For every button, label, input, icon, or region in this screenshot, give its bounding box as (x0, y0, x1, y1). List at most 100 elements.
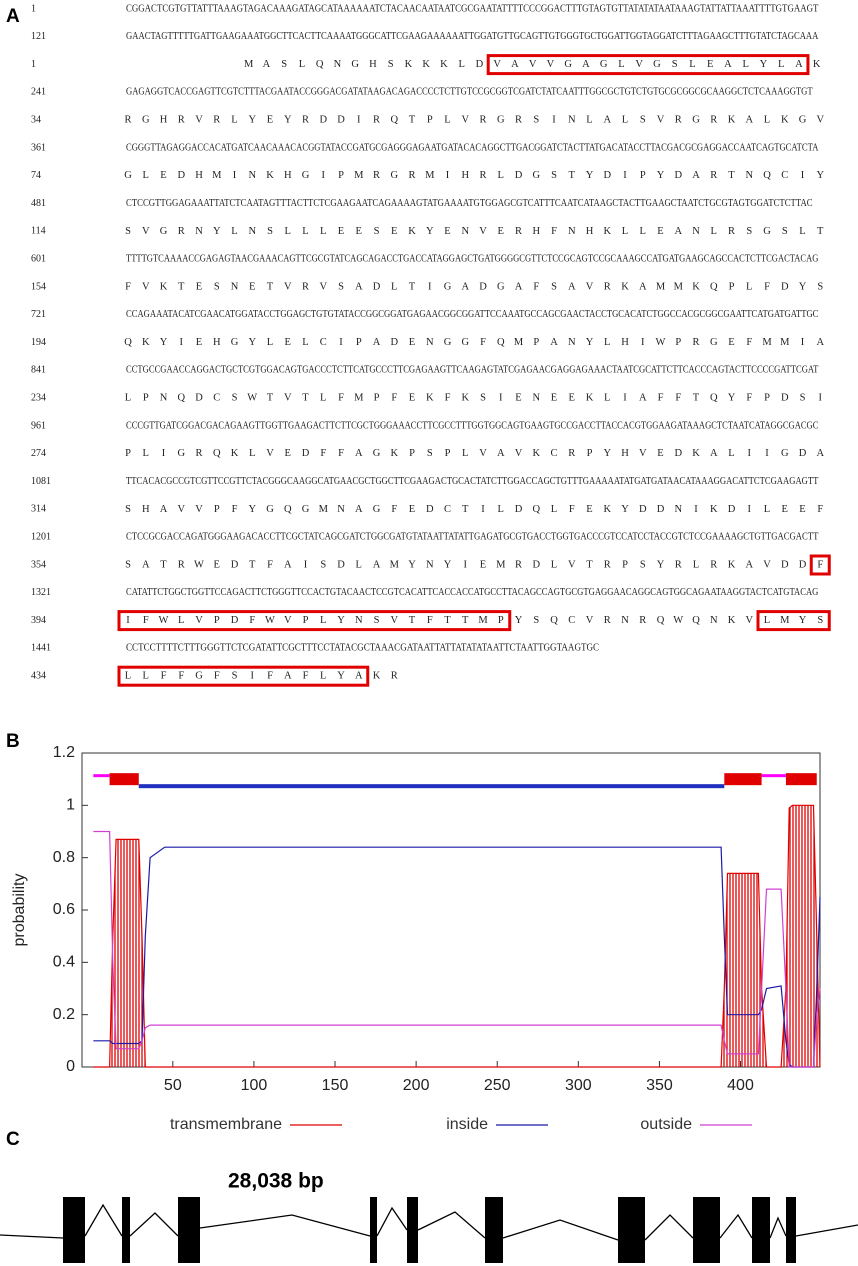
amino-acid-sequence: Y S Q C V R N R Q W Q N K V (515, 615, 754, 626)
line-number: 34 (31, 114, 41, 125)
topology-bar (109, 773, 139, 786)
line-number: 1081 (31, 476, 51, 487)
exon (485, 1197, 503, 1263)
amino-acid-sequence: K (813, 59, 821, 70)
amino-acid-sequence: Q K Y I E H G Y L E L C I P A D E N G G … (124, 337, 824, 348)
topology-bar (93, 774, 110, 778)
y-tick-label: 0.2 (53, 1006, 75, 1023)
line-number: 1 (31, 59, 36, 70)
nucleotide-sequence: CTCCGTTGGAGAAATTATCTCAATAGTTTACTTCTCGAAG… (126, 198, 813, 209)
legend-label: outside (640, 1116, 692, 1133)
intron-line (129, 1212, 179, 1237)
nucleotide-sequence: CCAGAAATACATCGAACATGGATACCTGGAGCTGTGTATA… (126, 309, 819, 320)
line-number: 241 (31, 87, 46, 98)
transmembrane-area (93, 805, 820, 1067)
exon (786, 1197, 796, 1263)
nucleotide-sequence: CCCGTTGATCGGACGACAGAAGTTGGTTGAAGACTTCTTC… (126, 420, 819, 431)
nucleotide-sequence: TTCACACGCCGTCGTTCCGTTCTACGGGCAAGGCATGAAC… (126, 476, 818, 487)
line-number: 434 (31, 670, 46, 681)
line-number: 114 (31, 226, 46, 237)
line-number: 154 (31, 281, 46, 292)
probability-line (93, 830, 821, 1068)
probability-line (93, 804, 821, 1068)
highlight-box (756, 610, 831, 632)
line-number: 194 (31, 337, 46, 348)
amino-acid-sequence: M A S L Q N G H S K K K L D (244, 59, 484, 70)
line-number: 961 (31, 420, 46, 431)
x-tick-label: 100 (241, 1077, 268, 1094)
line-number: 841 (31, 365, 46, 376)
amino-acid-sequence: K R (373, 671, 398, 682)
gene-structure (0, 1203, 858, 1241)
panel-label: C (6, 1129, 20, 1150)
exon (178, 1197, 200, 1263)
exon (693, 1197, 720, 1263)
amino-acid-sequence: I F W L V P D F W V P L Y N S V T F T T … (126, 615, 504, 626)
nucleotide-sequence: CGGACTCGTGTTATTTAAAGTAGACAAAGATAGCATAAAA… (126, 3, 818, 14)
line-number: 314 (31, 504, 46, 515)
topology-bar (761, 774, 786, 778)
x-tick-label: 400 (727, 1077, 754, 1094)
line-number: 234 (31, 392, 46, 403)
y-tick-label: 0.4 (53, 954, 75, 971)
nucleotide-sequence: GAACTAGTTTTTGATTGAAGAAATGGCTTCACTTCAAAAT… (126, 31, 819, 42)
amino-acid-sequence: F V K T E S N E T V R V S A D L T I G A … (125, 281, 823, 292)
amino-acid-sequence: S V G R N Y L N S L L L E E S E K Y E N … (125, 226, 824, 237)
amino-acid-sequence: V A V V G A G L V G S L E A L Y L A (493, 59, 803, 70)
highlight-box (486, 54, 810, 76)
x-tick-label: 150 (322, 1077, 349, 1094)
line-number: 721 (31, 309, 46, 320)
topology-bar (785, 773, 817, 786)
line-number: 1321 (31, 587, 51, 598)
x-tick-label: 50 (164, 1077, 182, 1094)
line-number: 361 (31, 142, 46, 153)
nucleotide-sequence: CTCCGCGACCAGATGGGAAGACACCTTCGCTATCAGCGAT… (126, 531, 818, 542)
exon (63, 1197, 85, 1263)
plot-frame (81, 752, 821, 1068)
x-tick-label: 350 (646, 1077, 673, 1094)
panel-label: B (6, 731, 20, 752)
intron-line (0, 1234, 64, 1239)
line-number: 1 (31, 3, 36, 14)
y-tick-label: 1 (66, 797, 75, 814)
line-number: 394 (31, 615, 46, 626)
line-number: 481 (31, 198, 46, 209)
nucleotide-sequence: TTTTGTCAAAACCGAGAGTAACGAAACAGTTCGCGTATCA… (126, 253, 818, 264)
nucleotide-sequence: GAGAGGTCACCGAGTTCGTCTTTACGAATACCGGGACGAT… (126, 87, 813, 98)
amino-acid-sequence: L P N Q D C S W T V T L F M P F E K F K … (125, 393, 823, 404)
amino-acid-sequence: S H A V V P F Y G Q G M N A G F E D C T … (125, 504, 823, 515)
nucleotide-sequence: CCTGCCGAACCAGGACTGCTCGTGGACAGTGACCCTCTTC… (126, 365, 818, 376)
line-number: 601 (31, 253, 46, 264)
intron-line (644, 1214, 694, 1241)
y-tick-label: 0 (66, 1058, 75, 1075)
probability-line (93, 846, 821, 1068)
intron-line (719, 1213, 753, 1239)
amino-acid-sequence: F (817, 559, 823, 570)
intron-line (795, 1224, 858, 1237)
exon (122, 1197, 130, 1263)
highlight-box (117, 665, 370, 687)
exon (370, 1197, 377, 1263)
line-number: 74 (31, 170, 41, 181)
panel-label: A (6, 6, 20, 27)
exon (752, 1197, 770, 1263)
line-number: 274 (31, 448, 46, 459)
amino-acid-sequence: P L I G R Q K L V E D F F A G K P S P L … (125, 448, 824, 459)
nucleotide-sequence: CGGGTTAGAGGACCACATGATCAACAAACACGGTATACCG… (126, 142, 819, 153)
line-number: 1441 (31, 643, 51, 654)
highlight-box (809, 554, 831, 576)
line-number: 1201 (31, 531, 51, 542)
exon (618, 1197, 645, 1263)
amino-acid-sequence: L M Y S (764, 615, 824, 626)
intron-line (417, 1211, 486, 1239)
y-tick-label: 0.8 (53, 849, 75, 866)
exon (407, 1197, 418, 1263)
intron-line (376, 1206, 408, 1237)
legend-label: transmembrane (170, 1116, 282, 1133)
y-tick-label: 0.6 (53, 901, 75, 918)
nucleotide-sequence: CCTCCTTTTCTTTGGGTTCTCGATATTCGCTTTCCTATAC… (126, 643, 599, 654)
x-tick-label: 250 (484, 1077, 511, 1094)
topology-bar (138, 784, 725, 789)
exons (63, 1197, 796, 1263)
